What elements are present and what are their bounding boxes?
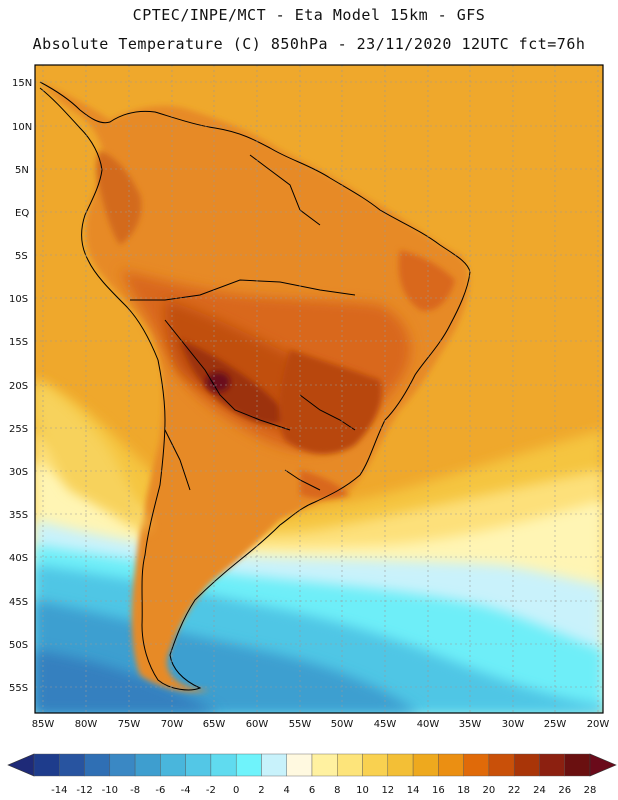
- lat-label: 35S: [9, 510, 28, 521]
- colorbar-swatch: [59, 753, 85, 777]
- colorbar-label: -12: [76, 785, 92, 796]
- colorbar-label: -8: [130, 785, 140, 796]
- colorbar-label: 10: [356, 785, 369, 796]
- colorbar-label: 16: [432, 785, 445, 796]
- colorbar-swatch: [185, 753, 212, 777]
- map-title-line2: Absolute Temperature (C) 850hPa - 23/11/…: [32, 35, 586, 53]
- lat-label: 55S: [9, 683, 28, 694]
- colorbar: -14 -12 -10 -8 -6 -4 -2 0 2 4 6 8 10 12 14 16 18 20 22 24 26…: [7, 753, 617, 796]
- lon-label: 80W: [75, 719, 98, 730]
- temperature-field: [35, 65, 603, 713]
- colorbar-swatch: [210, 753, 237, 777]
- lon-label: 60W: [246, 719, 269, 730]
- colorbar-swatch: [362, 753, 389, 777]
- colorbar-swatch: [33, 753, 60, 777]
- colorbar-swatch: [564, 753, 591, 777]
- border-north: [130, 279, 356, 301]
- colorbar-swatch: [337, 753, 363, 777]
- colorbar-swatch: [84, 753, 111, 777]
- colorbar-label: 26: [558, 785, 571, 796]
- lat-label: 10N: [12, 122, 32, 133]
- colorbar-swatch: [387, 753, 414, 777]
- longitude-axis: 85W 80W 75W 70W 65W 60W 55W 50W 45W 40W …: [32, 719, 610, 730]
- andes-north-warm: [96, 150, 142, 245]
- colorbar-label: 12: [381, 785, 394, 796]
- colorbar-label: -10: [102, 785, 118, 796]
- pacific-cool-tongue: [35, 380, 150, 530]
- lon-label: 45W: [374, 719, 397, 730]
- coastlines: [39, 81, 471, 691]
- colorbar-label: -14: [51, 785, 67, 796]
- colorbar-label: 4: [284, 785, 290, 796]
- colorbar-label: 6: [309, 785, 315, 796]
- colorbar-high-arrow: [589, 753, 617, 777]
- colorbar-swatch: [539, 753, 565, 777]
- lon-label: 85W: [32, 719, 55, 730]
- northeast-warm: [398, 250, 455, 311]
- lat-label: 40S: [9, 553, 28, 564]
- colorbar-swatch: [463, 753, 490, 777]
- lat-label: 20S: [9, 381, 28, 392]
- lon-label: 30W: [502, 719, 525, 730]
- lon-label: 50W: [331, 719, 354, 730]
- lat-label: 15N: [12, 78, 32, 89]
- colorbar-swatch: [311, 753, 338, 777]
- colorbar-swatch: [109, 753, 136, 777]
- colorbar-swatch: [134, 753, 161, 777]
- colorbar-label: 18: [457, 785, 470, 796]
- colorbar-label: -2: [206, 785, 216, 796]
- colorbar-swatch: [160, 753, 186, 777]
- lon-label: 75W: [118, 719, 141, 730]
- lat-label: 30S: [9, 467, 28, 478]
- lon-label: 35W: [459, 719, 482, 730]
- hot-spot-28C: [206, 372, 230, 392]
- lat-label: 15S: [9, 337, 28, 348]
- lat-label: 50S: [9, 640, 28, 651]
- lat-label: 5S: [15, 251, 28, 262]
- colorbar-label: -6: [155, 785, 165, 796]
- colorbar-swatch: [261, 753, 287, 777]
- colorbar-label: 2: [258, 785, 264, 796]
- colorbar-label: 8: [334, 785, 340, 796]
- south-america-coastline: [39, 81, 471, 691]
- colorbar-swatch: [235, 753, 262, 777]
- graticule: [35, 65, 603, 713]
- colorbar-label: 28: [584, 785, 597, 796]
- lat-label: 25S: [9, 424, 28, 435]
- map-frame: [34, 64, 604, 714]
- colorbar-label: 14: [407, 785, 420, 796]
- region-26C: [180, 340, 290, 425]
- lon-label: 20W: [587, 719, 610, 730]
- border-bolivia: [164, 319, 291, 431]
- lon-label: 65W: [203, 719, 226, 730]
- band-minus8C: [35, 650, 220, 713]
- colorbar-low-arrow: [7, 753, 35, 777]
- uruguay-warm: [300, 470, 350, 499]
- colorbar-label: 24: [533, 785, 546, 796]
- colorbar-swatch: [286, 753, 313, 777]
- colorbar-swatch: [438, 753, 464, 777]
- colorbar-label: 22: [508, 785, 521, 796]
- colorbar-swatch: [513, 753, 540, 777]
- colorbar-swatch: [488, 753, 515, 777]
- lat-label: 45S: [9, 597, 28, 608]
- colorbar-label: 0: [233, 785, 239, 796]
- border-southeast: [299, 394, 356, 431]
- lat-label: 10S: [9, 294, 28, 305]
- lon-label: 55W: [289, 719, 312, 730]
- lat-label: EQ: [15, 208, 29, 219]
- colorbar-label: -4: [181, 785, 191, 796]
- map-title-line1: CPTEC/INPE/MCT - Eta Model 15km - GFS: [132, 6, 486, 24]
- lon-label: 70W: [161, 719, 184, 730]
- border-guianas: [249, 154, 321, 226]
- colorbar-label: 20: [483, 785, 496, 796]
- lon-label: 25W: [544, 719, 567, 730]
- lon-label: 40W: [417, 719, 440, 730]
- colorbar-swatch: [412, 753, 439, 777]
- latitude-axis: 15N 10N 5N EQ 5S 10S 15S 20S 25S 30S 35S…: [9, 78, 32, 694]
- lat-label: 5N: [15, 165, 29, 176]
- border-chile-argentina: [164, 429, 191, 491]
